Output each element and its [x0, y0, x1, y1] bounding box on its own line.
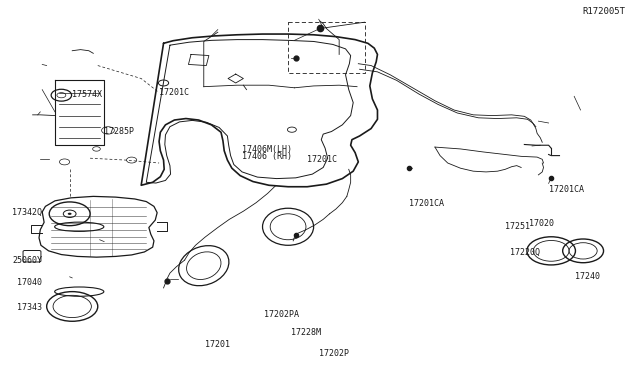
Text: 17574X: 17574X: [72, 90, 102, 99]
Text: 17201C: 17201C: [307, 155, 337, 164]
Circle shape: [68, 213, 72, 215]
Text: 17240: 17240: [575, 272, 600, 281]
Text: 17202P: 17202P: [319, 349, 349, 358]
Text: 17285P: 17285P: [104, 126, 134, 136]
Text: 25060Y: 25060Y: [12, 256, 42, 264]
Text: 17201CA: 17201CA: [548, 185, 584, 194]
Text: 17201C: 17201C: [159, 88, 189, 97]
Text: 17201CA: 17201CA: [410, 199, 444, 208]
Text: 17251: 17251: [505, 222, 530, 231]
Text: 17406M(LH): 17406M(LH): [242, 145, 292, 154]
Text: 17202PA: 17202PA: [264, 311, 299, 320]
Text: 17343: 17343: [17, 303, 42, 312]
Text: 17406 (RH): 17406 (RH): [242, 152, 292, 161]
Text: 17201: 17201: [205, 340, 230, 349]
Text: 17342Q: 17342Q: [12, 208, 42, 217]
Text: 17228M: 17228M: [291, 328, 321, 337]
Text: R172005T: R172005T: [582, 7, 625, 16]
Text: 17220Q: 17220Q: [510, 247, 540, 256]
Text: 17040: 17040: [17, 278, 42, 287]
Text: 17020: 17020: [529, 219, 554, 228]
